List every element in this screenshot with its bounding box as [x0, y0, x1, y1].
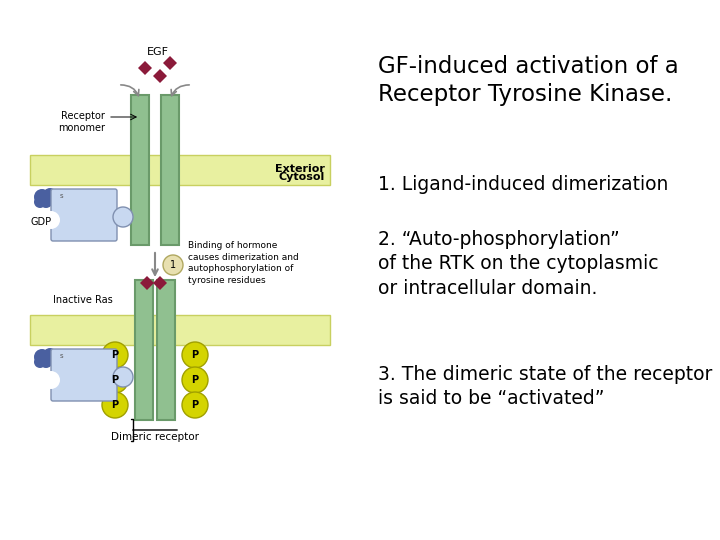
- Text: Receptor
monomer: Receptor monomer: [58, 111, 105, 133]
- Text: GDP: GDP: [30, 217, 52, 227]
- Text: 2. “Auto-phosphorylation”
of the RTK on the cytoplasmic
or intracellular domain.: 2. “Auto-phosphorylation” of the RTK on …: [378, 230, 659, 298]
- Bar: [131, 95, 149, 245]
- Circle shape: [113, 207, 133, 227]
- Circle shape: [43, 188, 57, 202]
- Text: s: s: [59, 193, 63, 199]
- Text: Cytosol: Cytosol: [279, 172, 325, 182]
- Text: 1. Ligand-induced dimerization: 1. Ligand-induced dimerization: [378, 175, 668, 194]
- Bar: [135, 280, 153, 420]
- Polygon shape: [140, 276, 154, 290]
- Circle shape: [34, 356, 46, 368]
- Circle shape: [113, 367, 133, 387]
- Text: Inactive Ras: Inactive Ras: [53, 295, 113, 305]
- Text: P: P: [192, 375, 199, 385]
- Circle shape: [163, 255, 183, 275]
- FancyBboxPatch shape: [51, 349, 117, 401]
- Bar: [157, 280, 175, 420]
- Text: 1: 1: [170, 260, 176, 270]
- Polygon shape: [138, 61, 152, 75]
- Circle shape: [39, 194, 53, 208]
- Circle shape: [42, 211, 60, 229]
- Text: P: P: [112, 400, 119, 410]
- Circle shape: [42, 371, 60, 389]
- Circle shape: [34, 189, 50, 205]
- Circle shape: [34, 196, 46, 208]
- FancyBboxPatch shape: [51, 189, 117, 241]
- Text: EGF: EGF: [147, 47, 169, 57]
- Text: Binding of hormone
causes dimerization and
autophosphorylation of
tyrosine resid: Binding of hormone causes dimerization a…: [188, 241, 299, 285]
- Text: P: P: [192, 400, 199, 410]
- Circle shape: [182, 392, 208, 418]
- Bar: [30, 315, 330, 345]
- Circle shape: [102, 367, 128, 393]
- Circle shape: [182, 342, 208, 368]
- Text: P: P: [112, 350, 119, 360]
- Polygon shape: [153, 69, 167, 83]
- Circle shape: [34, 349, 50, 365]
- Circle shape: [182, 367, 208, 393]
- Circle shape: [39, 354, 53, 368]
- Text: Exterior: Exterior: [275, 164, 325, 174]
- Polygon shape: [153, 276, 167, 290]
- Circle shape: [102, 342, 128, 368]
- Polygon shape: [163, 56, 177, 70]
- Circle shape: [43, 348, 57, 362]
- Text: s: s: [59, 353, 63, 359]
- Text: P: P: [192, 350, 199, 360]
- Bar: [30, 155, 330, 185]
- Bar: [161, 95, 179, 245]
- Circle shape: [102, 392, 128, 418]
- Text: 3. The dimeric state of the receptor
is said to be “activated”: 3. The dimeric state of the receptor is …: [378, 365, 712, 408]
- Text: Dimeric receptor: Dimeric receptor: [111, 432, 199, 442]
- Text: P: P: [112, 375, 119, 385]
- Text: GF-induced activation of a
Receptor Tyrosine Kinase.: GF-induced activation of a Receptor Tyro…: [378, 55, 679, 105]
